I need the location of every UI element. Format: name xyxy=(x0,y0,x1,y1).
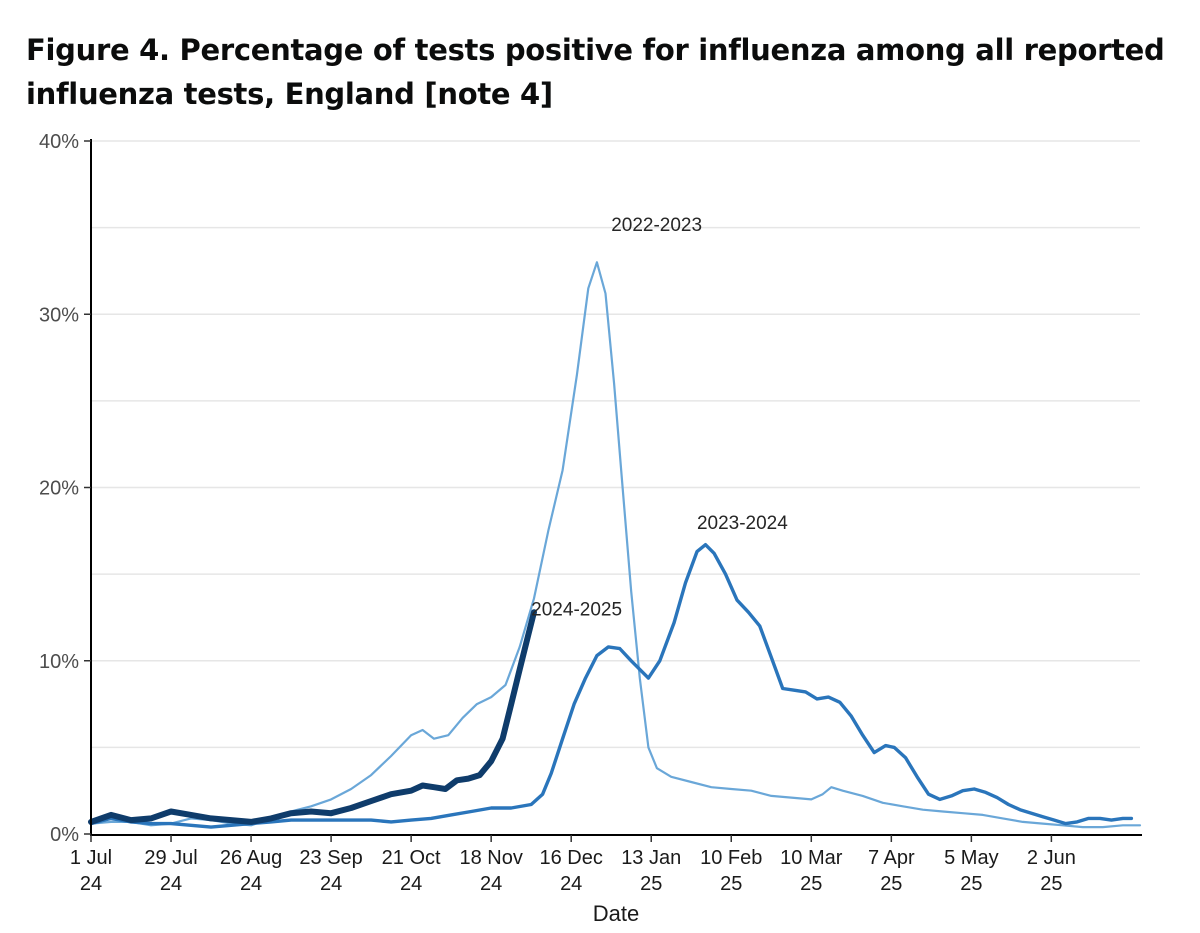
x-tick-label: 23 Sep 24 xyxy=(299,847,362,895)
x-tick-label: 10 Feb 25 xyxy=(700,847,762,895)
series-label-2022-2023: 2022-2023 xyxy=(611,215,702,236)
series-label-2023-2024: 2023-2024 xyxy=(697,513,788,534)
x-tick-label: 18 Nov 24 xyxy=(459,847,522,895)
y-tick-label: 10% xyxy=(39,651,79,673)
figure-title: Figure 4. Percentage of tests positive f… xyxy=(26,33,1165,111)
y-tick-label: 30% xyxy=(39,304,79,326)
series-line-2024-2025 xyxy=(88,609,537,825)
x-tick-label: 2 Jun 25 xyxy=(1027,847,1076,895)
x-tick-label: 10 Mar 25 xyxy=(780,847,843,895)
series-line-2022-2023 xyxy=(89,261,1142,829)
x-axis-ticks: 1 Jul 24 29 Jul 24 26 Aug 24 23 Sep 24 21 Oct 24 1… xyxy=(70,835,1076,895)
series-labels: 2022-2023 2023-2024 2024-2025 xyxy=(531,215,788,621)
y-axis-ticks: 0% 10% 20% 30% 40% xyxy=(39,131,91,846)
x-tick-label: 29 Jul 24 xyxy=(144,847,197,895)
x-tick-label: 7 Apr 25 xyxy=(868,847,915,895)
x-tick-label: 5 May 25 xyxy=(944,847,998,895)
series-label-2024-2025: 2024-2025 xyxy=(531,600,622,621)
x-tick-label: 1 Jul 24 xyxy=(70,847,112,895)
series-lines xyxy=(88,261,1142,829)
x-tick-label: 21 Oct 24 xyxy=(382,847,441,895)
x-axis-title: Date xyxy=(593,901,639,926)
x-tick-label: 13 Jan 25 xyxy=(621,847,681,895)
x-tick-label: 26 Aug 24 xyxy=(220,847,282,895)
x-tick-label: 16 Dec 24 xyxy=(540,847,603,895)
y-tick-label: 40% xyxy=(39,131,79,153)
grid-lines xyxy=(91,140,1140,749)
y-tick-label: 0% xyxy=(50,824,79,846)
series-line-2023-2024 xyxy=(89,543,1134,829)
y-tick-label: 20% xyxy=(39,478,79,500)
